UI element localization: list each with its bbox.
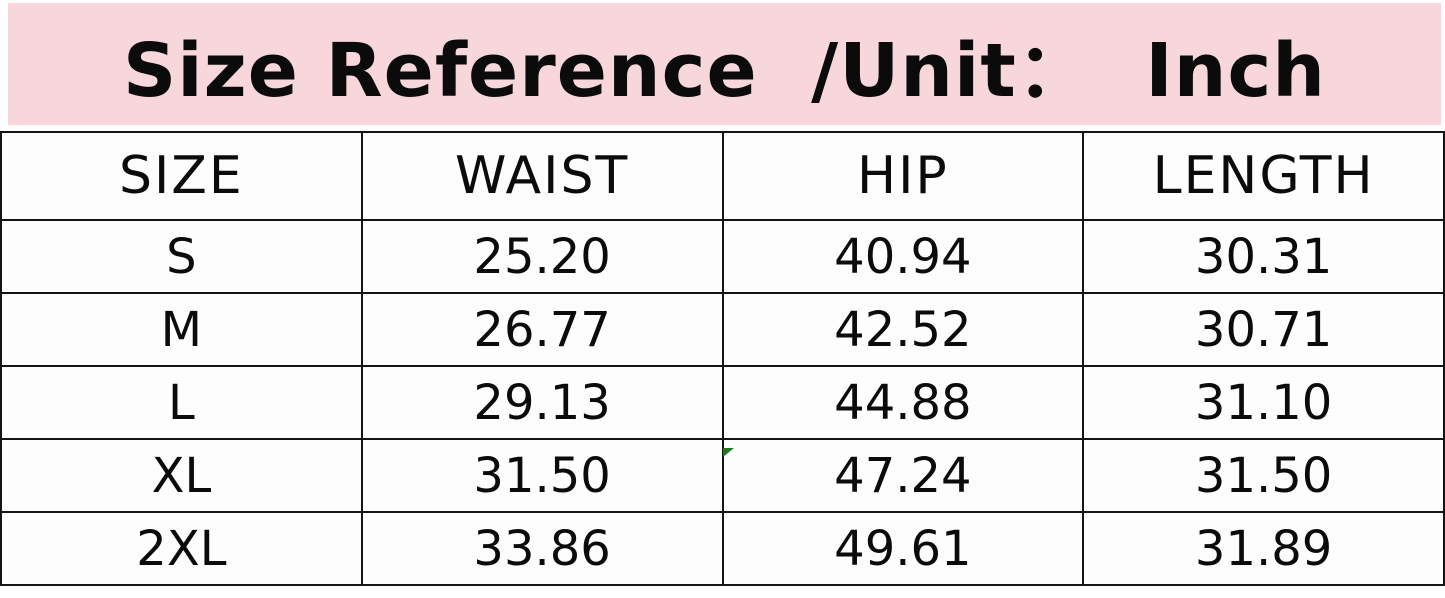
size-reference-table: SIZE WAIST HIP LENGTH S 25.20 40.94 30.3…	[0, 131, 1445, 586]
hip-cell: 42.52	[721, 292, 1085, 367]
table-row-m: M 26.77 42.52 30.71	[0, 292, 1445, 367]
length-cell: 30.71	[1082, 292, 1445, 367]
hip-cell: 49.61	[721, 511, 1085, 586]
size-cell: L	[0, 365, 363, 440]
table-row-s: S 25.20 40.94 30.31	[0, 219, 1445, 294]
waist-cell: 31.50	[360, 438, 724, 513]
waist-cell: 33.86	[360, 511, 724, 586]
header-row: SIZE WAIST HIP LENGTH	[0, 131, 1445, 221]
length-cell: 31.89	[1082, 511, 1445, 586]
size-cell: 2XL	[0, 511, 363, 586]
size-cell: XL	[0, 438, 363, 513]
column-header-hip: HIP	[721, 131, 1085, 221]
size-cell: S	[0, 219, 363, 294]
column-header-size: SIZE	[0, 131, 363, 221]
hip-cell: 44.88	[721, 365, 1085, 440]
waist-cell: 26.77	[360, 292, 724, 367]
column-header-length: LENGTH	[1082, 131, 1445, 221]
length-cell: 30.31	[1082, 219, 1445, 294]
hip-cell: 40.94	[721, 219, 1085, 294]
length-cell: 31.50	[1082, 438, 1445, 513]
waist-cell: 29.13	[360, 365, 724, 440]
table-row-2xl: 2XL 33.86 49.61 31.89	[0, 511, 1445, 586]
page-title: Size Reference /Unit： Inch	[122, 27, 1326, 114]
green-corner-marker-icon	[723, 448, 734, 457]
column-header-waist: WAIST	[360, 131, 724, 221]
hip-cell: 47.24	[721, 438, 1085, 513]
table-row-l: L 29.13 44.88 31.10	[0, 365, 1445, 440]
length-cell: 31.10	[1082, 365, 1445, 440]
waist-cell: 25.20	[360, 219, 724, 294]
size-cell: M	[0, 292, 363, 367]
table-row-xl: XL 31.50 47.24 31.50	[0, 438, 1445, 513]
title-banner: Size Reference /Unit： Inch	[8, 3, 1441, 125]
